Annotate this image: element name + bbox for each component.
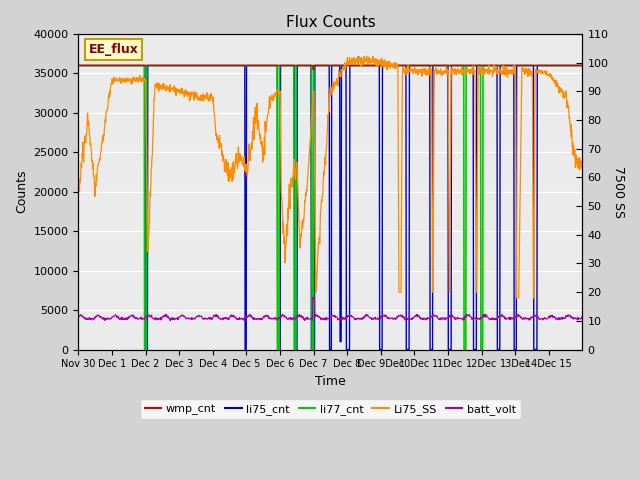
li77_cnt	[175, 62, 182, 68]
li77_cnt	[579, 62, 586, 68]
batt_volt	[409, 315, 417, 321]
Legend: wmp_cnt, li75_cnt, li77_cnt, Li75_SS, batt_volt: wmp_cnt, li75_cnt, li77_cnt, Li75_SS, ba…	[140, 399, 520, 419]
batt_volt	[187, 315, 195, 321]
li77_cnt	[409, 62, 417, 68]
wmp_cnt	[187, 62, 195, 68]
batt_volt	[520, 315, 527, 321]
Li75_SS	[579, 166, 586, 171]
wmp_cnt	[409, 62, 417, 68]
batt_volt	[166, 318, 174, 324]
wmp_cnt	[309, 67, 317, 72]
li77_cnt	[187, 62, 195, 68]
wmp_cnt	[75, 62, 83, 68]
li75_cnt	[75, 62, 83, 68]
li75_cnt	[579, 62, 586, 68]
li75_cnt	[243, 62, 251, 68]
wmp_cnt	[174, 62, 182, 68]
batt_volt	[475, 316, 483, 322]
batt_volt	[579, 314, 586, 320]
Li75_SS	[513, 295, 520, 301]
li75_cnt	[519, 62, 527, 68]
wmp_cnt	[579, 62, 586, 68]
li75_cnt	[187, 62, 195, 68]
li77_cnt	[75, 62, 83, 68]
Li75_SS	[243, 164, 251, 170]
Line: li75_cnt: li75_cnt	[79, 65, 582, 349]
li77_cnt	[475, 62, 483, 68]
Li75_SS	[75, 185, 83, 191]
li75_cnt	[141, 347, 149, 352]
batt_volt	[175, 315, 182, 321]
Line: Li75_SS: Li75_SS	[79, 56, 582, 298]
batt_volt	[243, 314, 251, 320]
Li75_SS	[475, 65, 483, 71]
Li75_SS	[409, 70, 417, 75]
Title: Flux Counts: Flux Counts	[285, 15, 375, 30]
Li75_SS	[187, 96, 195, 102]
li75_cnt	[175, 62, 182, 68]
Text: EE_flux: EE_flux	[88, 43, 138, 56]
batt_volt	[310, 294, 318, 300]
Li75_SS	[174, 86, 182, 92]
Y-axis label: Counts: Counts	[15, 170, 28, 214]
batt_volt	[75, 314, 83, 320]
li75_cnt	[409, 62, 417, 68]
li77_cnt	[141, 347, 148, 352]
wmp_cnt	[475, 62, 483, 68]
li75_cnt	[475, 62, 483, 68]
wmp_cnt	[243, 62, 251, 68]
Li75_SS	[520, 69, 527, 74]
li77_cnt	[519, 62, 527, 68]
Line: wmp_cnt: wmp_cnt	[79, 65, 582, 70]
Y-axis label: 7500 SS: 7500 SS	[612, 166, 625, 218]
X-axis label: Time: Time	[315, 375, 346, 388]
Li75_SS	[363, 53, 371, 59]
li77_cnt	[243, 62, 251, 68]
Line: li77_cnt: li77_cnt	[79, 65, 582, 349]
Line: batt_volt: batt_volt	[79, 297, 582, 321]
wmp_cnt	[519, 62, 527, 68]
